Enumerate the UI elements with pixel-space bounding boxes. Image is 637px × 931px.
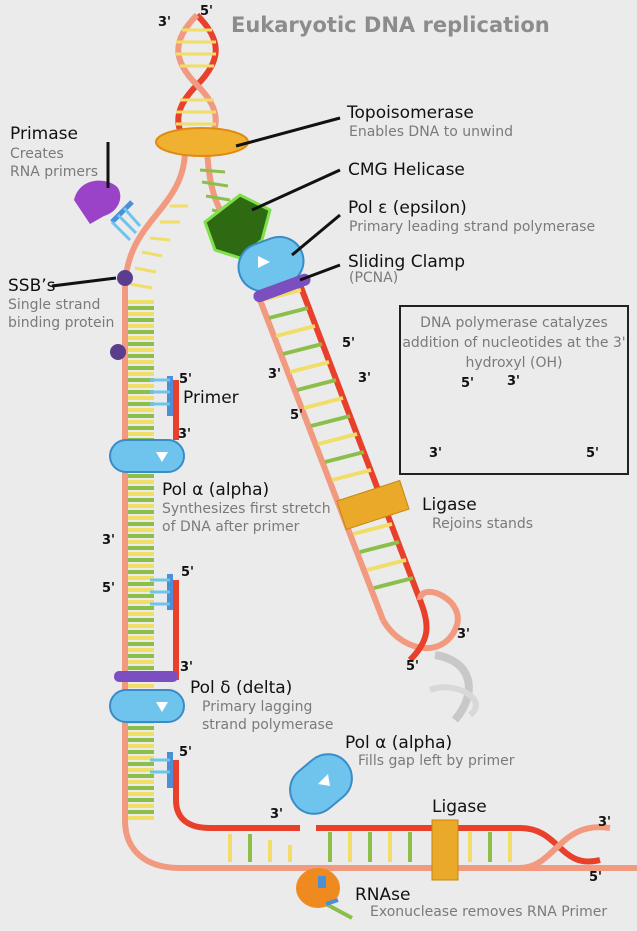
end-marker: 3' [457,627,471,642]
primer-icon [150,752,173,788]
end-marker: 5' [586,446,600,461]
end-marker: 3' [102,533,116,548]
pol-alpha-icon [109,439,185,473]
label-pol-alpha-gap: Pol α (alpha) [345,733,453,753]
label-sliding-clamp: Sliding Clamp [348,252,466,272]
ssb-icon [110,344,126,360]
label-pol-delta: Pol δ (delta) [190,678,293,698]
desc-pol-delta-1: Primary lagging [202,699,313,715]
rnase-icon [296,868,353,920]
desc-sliding-clamp: (PCNA) [349,270,399,286]
lagging-strand-branch [122,149,637,871]
end-marker: 5' [179,745,193,760]
end-marker: 3' [270,807,284,822]
label-ligase-bottom: Ligase [432,797,487,817]
desc-pol-alpha-gap: Fills gap left by primer [358,753,515,769]
label-primer: Primer [183,388,239,408]
label-ligase-mid: Ligase [422,495,477,515]
topoisomerase-icon [155,127,249,157]
end-marker: 5' [589,870,603,885]
end-marker: 5' [461,376,475,391]
end-marker: 3' [158,15,172,30]
leading-strand-branch [199,149,479,723]
end-marker: 3' [598,815,612,830]
end-marker: 3' [178,427,192,442]
end-marker: 5' [290,408,304,423]
end-marker: 5' [406,659,420,674]
label-ssb: SSB’s [8,276,56,296]
end-marker: 3' [268,367,282,382]
end-marker: 3' [180,660,194,675]
label-topoisomerase: Topoisomerase [347,103,474,123]
end-marker: 3' [429,446,443,461]
label-rnase: RNAse [355,885,411,905]
primer-icon [150,376,173,416]
label-pol-epsilon: Pol ε (epsilon) [348,198,467,218]
page-title: Eukaryotic DNA replication [231,13,550,37]
desc-primase-2: RNA primers [10,164,99,180]
label-pol-alpha: Pol α (alpha) [162,480,270,500]
sliding-clamp-icon [253,273,311,303]
primer-icon [150,574,173,610]
end-marker: 5' [200,4,214,19]
leader-lines [51,116,341,288]
end-marker: 5' [102,581,116,596]
primase-primer-icon [110,200,142,242]
inset-box: DNA polymerase catalyzes addition of nuc… [399,305,629,475]
pol-delta-icon [109,689,185,723]
desc-ligase-mid: Rejoins stands [432,516,534,532]
ligase-icon [336,479,410,531]
label-helicase: CMG Helicase [348,160,465,180]
desc-ssb-2: binding protein [8,315,115,331]
end-marker: 5' [181,565,195,580]
desc-rnase: Exonuclease removes RNA Primer [370,904,608,920]
desc-primase-1: Creates [10,146,64,162]
ssb-icon [117,270,133,286]
end-marker: 3' [507,374,521,389]
end-marker: 3' [358,371,372,386]
end-marker: 5' [342,336,356,351]
desc-pol-delta-2: strand polymerase [202,717,334,733]
inset-caption: DNA polymerase catalyzes addition of nuc… [402,315,626,371]
pol-alpha-gap-icon [289,753,353,815]
desc-pol-alpha-1: Synthesizes first stretch [162,501,331,517]
end-marker: 5' [179,372,193,387]
desc-ssb-1: Single strand [8,297,101,313]
primase-icon [74,180,121,224]
desc-topoisomerase: Enables DNA to unwind [349,124,514,140]
sliding-clamp-icon [114,671,178,682]
desc-pol-alpha-2: of DNA after primer [162,519,300,535]
desc-pol-epsilon: Primary leading strand polymerase [349,219,596,235]
label-primase: Primase [10,124,78,144]
ligase-icon [431,819,459,881]
